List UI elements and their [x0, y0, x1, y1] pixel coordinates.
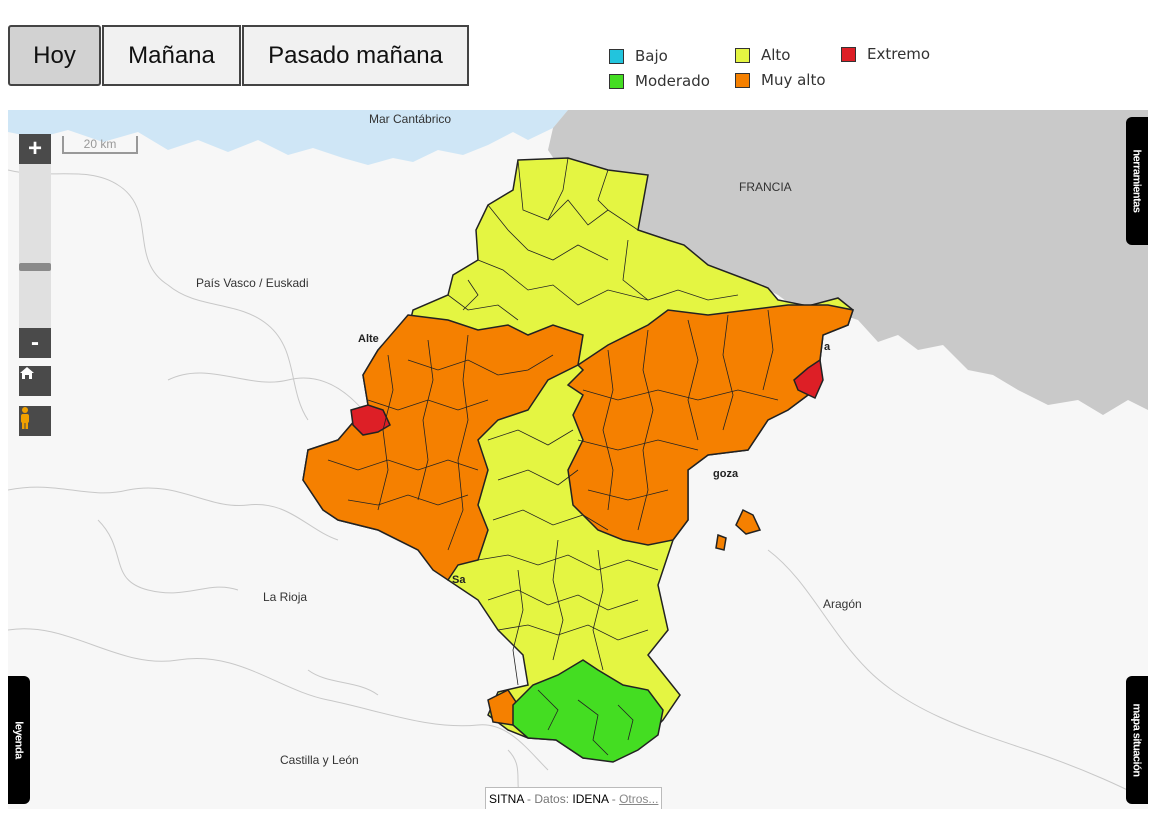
- legend-item-moderado: Moderado: [609, 72, 710, 90]
- legend-label-moderado: Moderado: [635, 72, 710, 90]
- scale-bar: 20 km: [62, 136, 138, 154]
- legend-item-extremo: Extremo: [841, 45, 930, 63]
- legend-label-alto: Alto: [761, 46, 791, 64]
- label-francia: FRANCIA: [739, 180, 792, 194]
- attribution-provider: IDENA: [569, 792, 609, 806]
- zone-extremo-east: [793, 358, 824, 400]
- sea-area: [8, 110, 568, 165]
- legend-item-muy-alto: Muy alto: [735, 71, 826, 89]
- tab-manana[interactable]: Mañana: [102, 25, 241, 86]
- label-mar-cantabrico: Mar Cantábrico: [369, 112, 452, 126]
- label-pais-vasco: País Vasco / Euskadi: [196, 276, 309, 290]
- home-button[interactable]: [19, 366, 51, 396]
- label-la-rioja: La Rioja: [263, 590, 308, 604]
- tab-hoy[interactable]: Hoy: [8, 25, 101, 86]
- legend-swatch-muy-alto: [735, 72, 750, 88]
- zoom-slider-handle[interactable]: [19, 263, 51, 271]
- legend-tab-label: leyenda: [13, 721, 25, 759]
- legend-item-bajo: Bajo: [609, 47, 668, 65]
- legend-label-muy-alto: Muy alto: [761, 71, 826, 89]
- legend-item-alto: Alto: [735, 46, 791, 64]
- zoom-in-button[interactable]: +: [19, 134, 51, 164]
- attribution-data-label: Datos:: [534, 792, 570, 806]
- home-icon: [20, 367, 34, 379]
- legend-label-extremo: Extremo: [867, 45, 931, 63]
- legend-swatch-bajo: [609, 48, 624, 64]
- city-sa: Sa: [452, 574, 466, 586]
- zoom-slider-track[interactable]: [19, 164, 51, 328]
- zone-moderado: [512, 659, 664, 763]
- tools-tab-label: herramientas: [1131, 149, 1143, 213]
- attribution-more-link[interactable]: Otros...: [619, 792, 659, 806]
- zone-muy-alto-ex1: [735, 508, 762, 535]
- label-castilla-leon: Castilla y León: [280, 753, 359, 767]
- pegman-icon: [21, 407, 29, 429]
- day-tabs: Hoy Mañana Pasado mañana: [8, 25, 470, 86]
- tools-tab[interactable]: herramientas: [1126, 117, 1148, 245]
- attribution-separator-2: -: [608, 792, 620, 806]
- municipal-boundaries: [327, 157, 779, 756]
- legend-swatch-moderado: [609, 73, 624, 89]
- city-alte: Alte: [358, 333, 379, 345]
- label-aragon: Aragón: [823, 597, 862, 611]
- legend-tab[interactable]: leyenda: [8, 676, 30, 804]
- tab-pasado-manana[interactable]: Pasado mañana: [242, 25, 469, 86]
- attribution-separator: -: [523, 792, 535, 806]
- legend-swatch-alto: [735, 47, 750, 63]
- map-attribution: SITNA - Datos: IDENA - Otros...: [485, 787, 663, 809]
- map-canvas[interactable]: [8, 110, 1148, 809]
- map-viewport[interactable]: Mar Cantábrico FRANCIA País Vasco / Eusk…: [8, 110, 1148, 809]
- location-map-tab[interactable]: mapa situación: [1126, 676, 1148, 804]
- attribution-source: SITNA: [489, 792, 524, 806]
- street-view-button[interactable]: [19, 406, 51, 436]
- legend-label-bajo: Bajo: [635, 47, 668, 65]
- zoom-out-button[interactable]: -: [19, 328, 51, 358]
- city-goza: goza: [713, 468, 739, 480]
- legend-swatch-extremo: [841, 46, 856, 62]
- zone-muy-alto-east: [566, 304, 854, 546]
- zone-muy-alto-ex2: [715, 533, 727, 551]
- france-area: [548, 110, 1148, 415]
- zone-muy-alto-west: [302, 314, 584, 582]
- region-boundaries: [8, 169, 1148, 809]
- city-a: a: [824, 341, 831, 353]
- location-map-tab-label: mapa situación: [1131, 703, 1144, 777]
- zone-extremo-west: [350, 404, 391, 436]
